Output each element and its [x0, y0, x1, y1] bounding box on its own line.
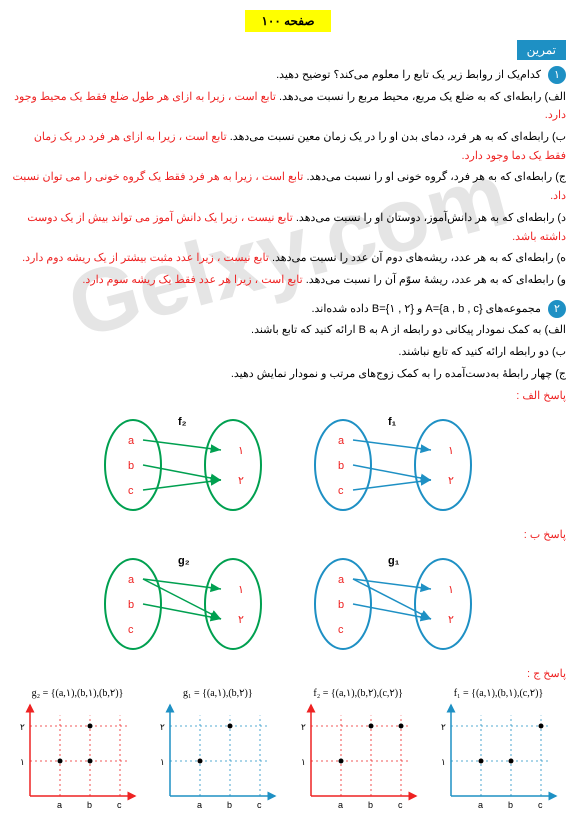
svg-text:۱: ۱	[238, 445, 244, 457]
svg-text:f₂: f₂	[178, 416, 187, 428]
svg-text:۲: ۲	[301, 722, 306, 732]
svg-text:a: a	[57, 800, 62, 810]
mapping-f1: a b c ۱ ۲ f₁	[303, 410, 483, 520]
mapping-g1: a b c ۱ ۲ g₁	[303, 549, 483, 659]
exercise-header: تمرین	[10, 40, 566, 60]
svg-text:b: b	[128, 599, 134, 611]
svg-text:c: c	[398, 800, 403, 810]
svg-text:۲: ۲	[238, 475, 244, 487]
q1-prompt: ۱ کدام‌یک از روابط زیر یک تابع را معلوم …	[10, 66, 566, 85]
diagram-row-2: a b c ۱ ۲ g₂ a b c ۱ ۲ g₁	[10, 549, 566, 659]
svg-text:b: b	[128, 460, 134, 472]
svg-text:a: a	[128, 435, 135, 447]
svg-text:b: b	[368, 800, 373, 810]
q1-number: ۱	[548, 66, 566, 84]
svg-text:۱: ۱	[441, 757, 446, 767]
f1-title: f₁ = {(a,۱),(b,۱),(c,۲)}	[431, 688, 566, 699]
q2-a: الف) به کمک نمودار پیکانی دو رابطه از A …	[10, 321, 566, 340]
svg-text:۱: ۱	[448, 584, 454, 596]
q1-h-ans: تابع نیست ، زیرا عدد مثبت بیشتر از یک ری…	[22, 252, 269, 264]
svg-text:g₂: g₂	[178, 555, 190, 567]
mapping-f2: a b c ۱ ۲ f₂	[93, 410, 273, 520]
svg-text:۲: ۲	[20, 722, 25, 732]
f2-title: f₂ = {(a,۱),(b,۲),(c,۲)}	[291, 688, 426, 699]
svg-text:۲: ۲	[448, 475, 454, 487]
q2-b: ب) دو رابطه ارائه کنید که تابع نباشند.	[10, 343, 566, 362]
svg-text:۲: ۲	[238, 614, 244, 626]
svg-text:g₁: g₁	[388, 555, 400, 567]
svg-text:c: c	[538, 800, 543, 810]
svg-text:f₁: f₁	[388, 416, 397, 428]
svg-text:۱: ۱	[301, 757, 306, 767]
svg-text:c: c	[128, 485, 134, 497]
q1-a-q: الف) رابطه‌ای که به ضلع یک مربع، محیط مر…	[279, 91, 566, 103]
g2-title: g₂ = {(a,۱),(b,۱),(b,۲)}	[10, 688, 145, 699]
svg-text:a: a	[197, 800, 202, 810]
page-header: صفحه ۱۰۰	[10, 10, 566, 32]
q1-v-q: و) رابطه‌ای که به هر عدد، ریشهٔ سوّم آن …	[306, 274, 566, 286]
q2-c: ج) چهار رابطهٔ به‌دست‌آمده را به کمک زوج…	[10, 365, 566, 384]
graph-f2: a b c ۱ ۲	[291, 701, 426, 816]
q1-d-q: د) رابطه‌ای که به هر دانش‌آموز، دوستان ا…	[296, 212, 566, 224]
svg-text:b: b	[338, 599, 344, 611]
page-label: صفحه ۱۰۰	[245, 10, 330, 32]
mapping-g2: a b c ۱ ۲ g₂	[93, 549, 273, 659]
g1-title: g₁ = {(a,۱),(b,۲)}	[150, 688, 285, 699]
svg-text:c: c	[128, 624, 134, 636]
q2-prompt: ۲ مجموعه‌های {A={a , b , c و {B={۱ , ۲ د…	[10, 300, 566, 319]
svg-text:b: b	[87, 800, 92, 810]
graph-f1: a b c ۱ ۲	[431, 701, 566, 816]
graphs-row: g₂ = {(a,۱),(b,۱),(b,۲)} a b c ۱ ۲ g₁ = {(a,۱…	[10, 688, 566, 816]
exercise-label: تمرین	[517, 40, 566, 60]
q1-h-q: ه) رابطه‌ای که به هر عدد، ریشه‌های دوم آ…	[272, 252, 566, 264]
graph-g1: a b c ۱ ۲	[150, 701, 285, 816]
svg-text:a: a	[478, 800, 483, 810]
svg-text:۱: ۱	[20, 757, 25, 767]
svg-text:a: a	[338, 435, 345, 447]
svg-text:۱: ۱	[160, 757, 165, 767]
svg-text:b: b	[508, 800, 513, 810]
svg-text:b: b	[227, 800, 232, 810]
svg-text:۲: ۲	[441, 722, 446, 732]
svg-text:c: c	[338, 485, 344, 497]
svg-text:۲: ۲	[448, 614, 454, 626]
svg-text:b: b	[338, 460, 344, 472]
svg-text:۲: ۲	[160, 722, 165, 732]
svg-text:c: c	[257, 800, 262, 810]
svg-text:a: a	[128, 574, 135, 586]
answer-b-label: پاسخ ب :	[10, 528, 566, 541]
svg-text:۱: ۱	[238, 584, 244, 596]
diagram-row-1: a b c ۱ ۲ f₂ a b c ۱ ۲ f₁	[10, 410, 566, 520]
svg-text:a: a	[338, 574, 345, 586]
svg-text:a: a	[338, 800, 343, 810]
svg-text:c: c	[117, 800, 122, 810]
answer-a-label: پاسخ الف :	[10, 389, 566, 402]
q2-number: ۲	[548, 300, 566, 318]
svg-text:۱: ۱	[448, 445, 454, 457]
graph-g2: a b c ۱ ۲	[10, 701, 145, 816]
q1-v-ans: تابع است ، زیرا هر عدد فقط یک ریشه سوم د…	[82, 274, 302, 286]
answer-c-label: پاسخ ج :	[10, 667, 566, 680]
q1-c-q: ج) رابطه‌ای که به هر فرد، گروه خونی او ر…	[306, 171, 566, 183]
q1-b-q: ب) رابطه‌ای که به هر فرد، دمای بدن او را…	[230, 131, 566, 143]
svg-text:c: c	[338, 624, 344, 636]
